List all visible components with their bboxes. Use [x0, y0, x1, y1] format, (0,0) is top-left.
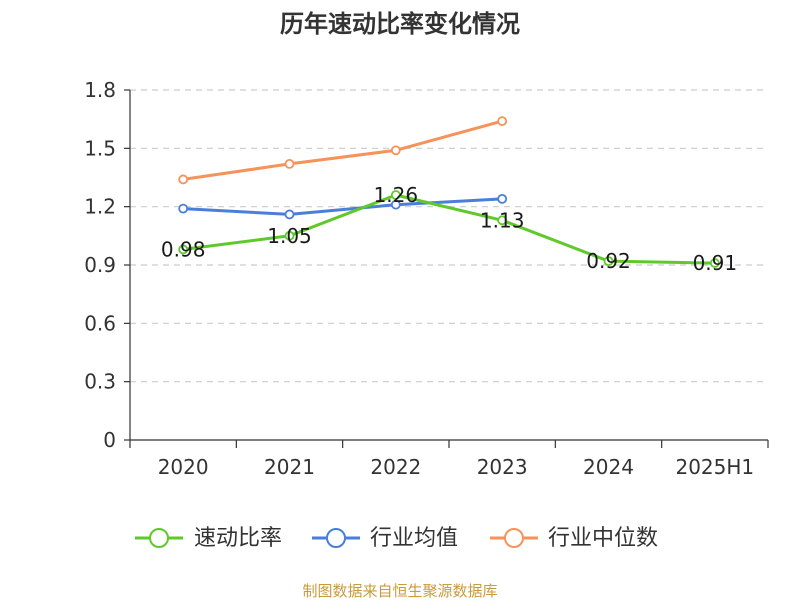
data-point	[390, 190, 401, 200]
legend-item-2[interactable]: 行业中位数	[490, 526, 658, 551]
legend-label: 行业中位数	[548, 526, 658, 551]
legend-item-1[interactable]: 行业均值	[312, 526, 458, 551]
axes: 0 0.3 0.6 0.9 1.2 1.5 1.8 2020 2021 2022 2023 2024 2…	[84, 78, 769, 479]
data-point	[390, 145, 401, 156]
legend-label: 行业均值	[370, 526, 458, 551]
x-tick-label: 2023	[477, 455, 528, 479]
data-label: 1.05	[267, 224, 312, 248]
y-tick-label: 1.5	[84, 136, 116, 160]
data-label: 0.92	[586, 249, 631, 273]
series-line-2	[182, 119, 503, 181]
x-tick-label: 2020	[158, 455, 209, 479]
data-point	[284, 209, 295, 220]
legend[interactable]: 速动比率 行业均值 行业中位数	[135, 526, 658, 551]
legend-marker-icon	[326, 528, 346, 548]
y-tick-label: 0.9	[84, 253, 116, 277]
data-point	[178, 203, 189, 214]
chart-title: 历年速动比率变化情况	[280, 10, 520, 38]
x-tick-label: 2024	[583, 455, 634, 479]
data-point	[709, 258, 720, 268]
series-layer	[178, 116, 720, 268]
legend-item-0[interactable]: 速动比率	[135, 526, 282, 551]
y-tick-label: 0.6	[84, 311, 116, 335]
data-point	[390, 199, 401, 210]
data-point	[497, 116, 508, 127]
y-tick-label: 1.2	[84, 195, 116, 219]
y-tick-label: 0.3	[84, 370, 116, 394]
series-line-1	[183, 197, 503, 216]
data-label: 1.26	[374, 183, 419, 207]
x-tick-label: 2025H1	[675, 455, 754, 479]
data-labels: 0.98 1.05 1.26 1.13 0.92 0.91	[161, 183, 737, 275]
y-tick-label: 0	[103, 428, 116, 452]
legend-marker-icon	[504, 528, 524, 548]
source-note: 制图数据来自恒生聚源数据库	[302, 582, 497, 600]
data-point	[497, 215, 508, 226]
data-point	[178, 244, 189, 255]
data-label: 0.91	[693, 251, 738, 275]
data-point	[497, 193, 508, 204]
data-point	[284, 230, 295, 241]
x-tick-label: 2021	[264, 455, 315, 479]
data-label: 0.98	[161, 237, 206, 261]
y-tick-label: 1.8	[84, 78, 116, 102]
series-line-0	[183, 193, 715, 265]
data-point	[603, 256, 614, 267]
data-point	[178, 174, 189, 185]
grid	[130, 89, 768, 383]
data-label: 1.13	[480, 208, 525, 232]
legend-label: 速动比率	[194, 526, 282, 551]
x-tick-label: 2022	[370, 455, 421, 479]
legend-marker-icon	[149, 528, 169, 548]
data-point	[284, 158, 295, 169]
